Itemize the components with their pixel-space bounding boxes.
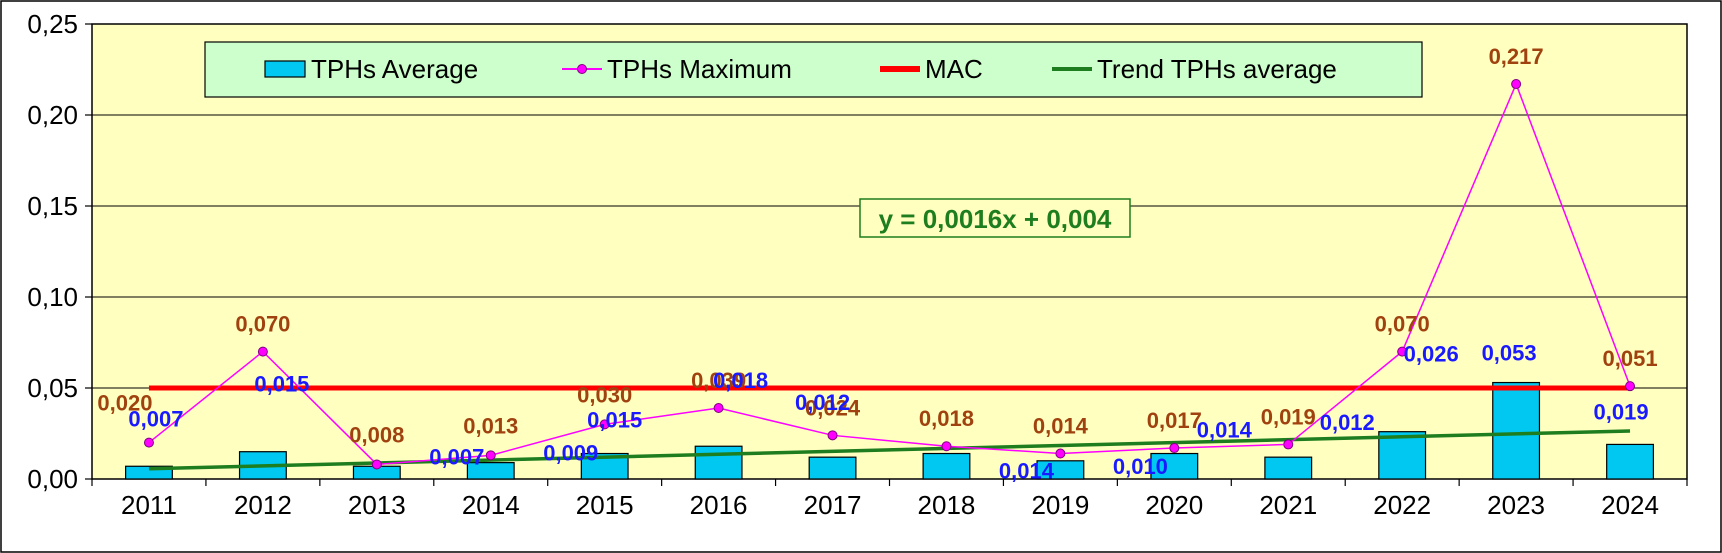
legend-label-maximum: TPHs Maximum (607, 54, 792, 84)
maximum-marker (599, 419, 610, 430)
maximum-value-label: 0,008 (349, 422, 404, 447)
maximum-value-label: 0,070 (235, 312, 290, 337)
maximum-marker (1511, 79, 1522, 90)
bar-average (1150, 452, 1199, 480)
maximum-marker (1169, 443, 1180, 454)
bars-average (125, 381, 1654, 480)
bar-average (466, 462, 515, 480)
legend-label-average: TPHs Average (311, 54, 478, 84)
x-tick-label: 2022 (1373, 490, 1431, 520)
maximum-value-label: 0,051 (1603, 346, 1658, 371)
maximum-value-label: 0,019 (1261, 404, 1316, 429)
x-tick-label: 2020 (1145, 490, 1203, 520)
x-tick-label: 2021 (1259, 490, 1317, 520)
maximum-value-label: 0,013 (463, 413, 518, 438)
y-tick-label: 0,25 (27, 9, 78, 39)
maximum-marker (941, 441, 952, 452)
average-value-label: 0,053 (1482, 341, 1537, 366)
maximum-marker (1397, 346, 1408, 357)
maximum-value-label: 0,024 (805, 395, 861, 420)
y-tick-label: 0,00 (27, 464, 78, 494)
x-tick-label: 2019 (1031, 490, 1089, 520)
legend: TPHs Average TPHs Maximum MAC Trend TPHs… (204, 41, 1423, 98)
trend-equation-text: y = 0,0016x + 0,004 (879, 204, 1112, 234)
bar-average (808, 456, 857, 480)
axis-ticks: 0,00 0,05 0,10 0,15 0,20 0,25 2011 2012 2013 2014… (27, 9, 1688, 520)
legend-label-trend: Trend TPHs average (1097, 54, 1337, 84)
bar-average (694, 445, 743, 480)
maximum-marker (485, 450, 496, 461)
x-tick-label: 2023 (1487, 490, 1545, 520)
x-tick-label: 2018 (918, 490, 976, 520)
average-value-label: 0,007 (429, 444, 484, 469)
maximum-marker (143, 437, 154, 448)
maximum-line-group (143, 79, 1636, 470)
average-value-label: 0,012 (795, 390, 850, 415)
maximum-marker (257, 346, 268, 357)
legend-label-mac: MAC (925, 54, 983, 84)
plot-area (91, 23, 1688, 480)
maximum-value-label: 0,030 (577, 382, 632, 407)
bar-average (1264, 456, 1313, 480)
x-tick-label: 2011 (121, 490, 177, 520)
maximum-marker (713, 403, 724, 414)
legend-swatch-average (264, 60, 306, 78)
y-tick-label: 0,05 (27, 373, 78, 403)
legend-marker-maximum (577, 64, 587, 74)
y-tick-label: 0,10 (27, 282, 78, 312)
average-value-label: 0,010 (1113, 454, 1168, 479)
maximum-marker (371, 459, 382, 470)
maximum-value-label: 0,018 (919, 406, 974, 431)
average-value-label: 0,009 (543, 441, 598, 466)
data-labels: 0,020 0,070 0,008 0,013 0,030 0,039 0,024 0,018… (97, 44, 1657, 483)
y-tick-label: 0,15 (27, 191, 78, 221)
x-tick-label: 2013 (348, 490, 406, 520)
average-value-label: 0,014 (999, 459, 1055, 484)
maximum-marker (1283, 439, 1294, 450)
maximum-line (148, 82, 1631, 466)
maximum-marker (1625, 381, 1636, 392)
maximum-value-label: 0,070 (1375, 312, 1430, 337)
average-value-label: 0,015 (254, 372, 309, 397)
x-tick-label: 2014 (462, 490, 520, 520)
average-value-label: 0,014 (1197, 418, 1253, 443)
x-tick-label: 2024 (1601, 490, 1659, 520)
average-value-label: 0,007 (128, 406, 183, 431)
bar-average (922, 452, 971, 480)
maximum-marker (1055, 448, 1066, 459)
x-tick-label: 2016 (690, 490, 748, 520)
maximum-value-label: 0,014 (1033, 414, 1089, 439)
average-value-label: 0,018 (713, 368, 768, 393)
average-value-label: 0,015 (587, 408, 642, 433)
x-tick-label: 2012 (234, 490, 292, 520)
bar-average (1492, 381, 1541, 480)
y-tick-label: 0,20 (27, 100, 78, 130)
maximum-marker (827, 430, 838, 441)
maximum-value-label: 0,020 (97, 391, 152, 416)
bar-average (1036, 460, 1085, 480)
maximum-value-label: 0,217 (1489, 44, 1544, 69)
trend-equation: y = 0,0016x + 0,004 (859, 198, 1131, 238)
x-tick-label: 2017 (804, 490, 862, 520)
bar-average (1606, 443, 1654, 480)
trend-equation-box (859, 198, 1131, 238)
average-value-label: 0,012 (1320, 410, 1375, 435)
x-tick-label: 2015 (576, 490, 634, 520)
average-value-label: 0,019 (1594, 399, 1649, 424)
average-value-label: 0,026 (1404, 342, 1459, 367)
maximum-value-label: 0,017 (1147, 408, 1202, 433)
legend-box (204, 41, 1423, 98)
maximum-value-label: 0,039 (691, 368, 746, 393)
bar-average (1378, 431, 1427, 480)
